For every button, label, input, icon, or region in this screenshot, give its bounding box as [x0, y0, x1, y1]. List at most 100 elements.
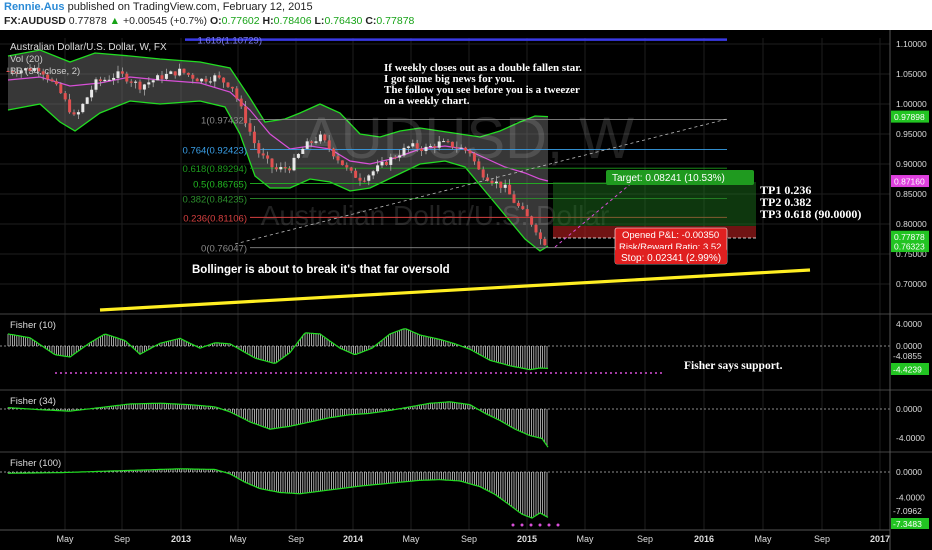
- candle-body: [156, 75, 160, 81]
- candle-body: [226, 82, 230, 87]
- open-label: O:: [209, 15, 222, 27]
- fisher-panel[interactable]: Fisher (100) 0.0000 -4.0000: [0, 458, 925, 519]
- candle-body: [46, 74, 50, 80]
- candle-body: [521, 206, 525, 210]
- time-tick: May: [402, 534, 420, 544]
- candle-body: [244, 106, 248, 124]
- candle-body: [59, 84, 63, 94]
- candle-body: [182, 68, 186, 73]
- chart-header: Rennie.Aus published on TradingView.com,…: [0, 0, 932, 30]
- candle-body: [512, 194, 516, 203]
- tp1-text: TP1 0.236: [760, 183, 811, 197]
- price-tick: 0.85000: [896, 189, 927, 199]
- stop-label-bg: [615, 249, 727, 264]
- candle-body: [217, 75, 221, 78]
- candle-body: [534, 224, 538, 233]
- candle-body: [107, 79, 111, 81]
- price-tick: 0.90000: [896, 159, 927, 169]
- risk-reward: Risk/Reward Ratio: 3.52: [619, 242, 721, 253]
- target-label-group: Target: 0.08241 (10.53%): [606, 170, 754, 185]
- fisher-note[interactable]: Fisher says support.: [684, 360, 783, 372]
- candle-body: [274, 167, 278, 170]
- fisher-signal-dot: [520, 523, 524, 527]
- support-trendline[interactable]: [99, 268, 811, 312]
- candle-body: [464, 147, 468, 151]
- vol-legend[interactable]: Vol (20): [10, 54, 43, 65]
- price-badge-text: 0.76323: [894, 242, 925, 252]
- candle-body: [164, 73, 168, 79]
- fib-level-label: 1.618(1.10729): [198, 36, 262, 47]
- projection-dashed-line[interactable]: [554, 175, 641, 248]
- candle-body: [437, 141, 441, 148]
- candle-body: [477, 161, 481, 170]
- target-zone: [553, 182, 756, 226]
- fisher-badge-text: -4.4239: [893, 365, 922, 375]
- candle-body: [336, 156, 340, 161]
- weekly-annotation[interactable]: If weekly closes out as a double fallen …: [384, 62, 582, 107]
- time-tick: Sep: [814, 534, 830, 544]
- symbol: FX:AUDUSD: [4, 15, 66, 27]
- price-tick: 0.95000: [896, 129, 927, 139]
- candle-body: [85, 97, 89, 104]
- symbol-line: FX:AUDUSD 0.77878 ▲ +0.00545 (+0.7%) O:0…: [4, 15, 414, 27]
- bb-legend[interactable]: BB (34, close, 2): [10, 66, 80, 77]
- candle-body: [151, 80, 155, 83]
- candle-body: [393, 157, 397, 159]
- candle-body: [169, 71, 173, 74]
- candle-body: [81, 103, 85, 113]
- candle-body: [450, 141, 454, 148]
- chart-title: Australian Dollar/U.S. Dollar, W, FX: [10, 42, 167, 53]
- dashed-trendline[interactable]: [234, 118, 728, 245]
- high-value: 0.78406: [273, 15, 312, 27]
- fisher-tick: 0.0000: [896, 404, 922, 414]
- candle-body: [103, 79, 107, 82]
- candle-body: [37, 68, 41, 72]
- candle-body: [204, 78, 208, 82]
- price-tick: 1.10000: [896, 39, 927, 49]
- candle-body: [160, 75, 164, 79]
- candle-body: [200, 78, 204, 82]
- candle-body: [125, 73, 129, 82]
- bollinger-basis-line: [7, 76, 549, 182]
- time-axis[interactable]: May Sep 2013 May Sep 2014 May Sep 2015 May Sep 2016…: [56, 534, 890, 544]
- close-value: 0.77878: [376, 15, 415, 27]
- target-label: Target: 0.08241 (10.53%): [612, 173, 725, 184]
- fisher-tick: 0.0000: [896, 341, 922, 351]
- bollinger-upper-line: [7, 49, 549, 138]
- candle-body: [420, 148, 424, 152]
- candle-body: [362, 180, 366, 182]
- candle-body: [318, 134, 322, 142]
- tp3-text: TP3 0.618 (90.0000): [760, 207, 861, 221]
- candle-body: [442, 141, 446, 143]
- price-axis[interactable]: 1.10000 1.05000 1.00000 0.95000 0.90000 0.850…: [891, 39, 929, 289]
- candle-body: [208, 81, 212, 83]
- candle-body: [516, 202, 520, 207]
- candle-body: [283, 167, 287, 169]
- annotation-line-3: The follow you see before you is a tweez…: [384, 84, 580, 96]
- symbol-watermark: AUDUSD, W: [302, 106, 634, 171]
- bollinger-note[interactable]: Bollinger is about to break it's that fa…: [192, 264, 450, 276]
- candle-body: [384, 161, 388, 165]
- candle-body: [41, 71, 45, 75]
- candle-body: [76, 112, 80, 115]
- annotation-line-4: on a weekly chart.: [384, 95, 470, 107]
- time-tick: 2015: [517, 534, 537, 544]
- up-arrow-icon: ▲: [109, 15, 121, 27]
- chart-canvas[interactable]: AUDUSD, W Australian Dollar/U.S. Dollar …: [0, 30, 932, 550]
- fisher-panel[interactable]: Fisher (34) 0.0000 -4.0000: [0, 396, 925, 448]
- candle-body: [503, 184, 507, 188]
- pnl-label-group: Opened P&L: -0.00350 Risk/Reward Ratio: …: [614, 227, 728, 265]
- target-label-bg: [606, 170, 754, 185]
- candle-body: [296, 153, 300, 158]
- price-badge: [891, 240, 929, 253]
- fib-level-label: 0(0.76047): [201, 244, 247, 255]
- author-link[interactable]: Rennie.Aus: [4, 1, 65, 13]
- candle-body: [270, 158, 274, 168]
- candle-body: [32, 68, 36, 71]
- candle-body: [349, 167, 353, 171]
- price-tick: 1.05000: [896, 69, 927, 79]
- candle-body: [19, 70, 23, 74]
- price-badge: [891, 175, 929, 188]
- fisher-tick: -4.0000: [896, 433, 925, 443]
- time-tick: 2016: [694, 534, 714, 544]
